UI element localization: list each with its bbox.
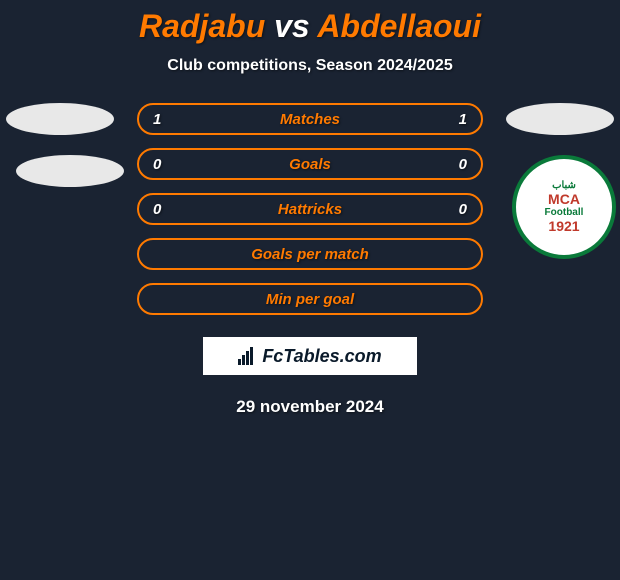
stat-rows: 1 Matches 1 0 Goals 0 0 Hattricks 0 Goal… <box>137 103 483 315</box>
crest-mca: MCA <box>548 191 580 207</box>
subtitle: Club competitions, Season 2024/2025 <box>0 57 620 75</box>
watermark-text: FcTables.com <box>262 346 381 367</box>
player-left-avatar-1 <box>6 103 114 135</box>
stat-row: Goals per match <box>137 238 483 270</box>
stat-label: Goals <box>139 156 481 173</box>
stat-right-value: 1 <box>453 111 467 128</box>
club-crest: شباب MCA Football 1921 <box>512 155 616 259</box>
player-left-avatar-2 <box>16 155 124 187</box>
stats-section: شباب MCA Football 1921 1 Matches 1 0 Goa… <box>0 103 620 417</box>
crest-top-text: شباب <box>552 180 576 191</box>
stat-row: 1 Matches 1 <box>137 103 483 135</box>
stat-left-value: 0 <box>153 201 167 218</box>
stat-label: Hattricks <box>139 201 481 218</box>
vs-label: vs <box>274 8 310 44</box>
title: Radjabu vs Abdellaoui <box>0 8 620 45</box>
crest-football: Football <box>545 207 584 218</box>
stat-right-value: 0 <box>453 156 467 173</box>
stat-label: Goals per match <box>139 246 481 263</box>
stat-row: 0 Goals 0 <box>137 148 483 180</box>
player-right-name: Abdellaoui <box>317 8 481 44</box>
stat-left-value: 0 <box>153 156 167 173</box>
stat-row: 0 Hattricks 0 <box>137 193 483 225</box>
watermark-bars-icon <box>238 347 258 365</box>
player-right-avatar-1 <box>506 103 614 135</box>
stat-left-value: 1 <box>153 111 167 128</box>
crest-year: 1921 <box>548 218 579 234</box>
watermark: FcTables.com <box>203 337 417 375</box>
stat-label: Matches <box>139 111 481 128</box>
player-left-name: Radjabu <box>139 8 265 44</box>
stat-right-value: 0 <box>453 201 467 218</box>
stat-label: Min per goal <box>139 291 481 308</box>
comparison-card: Radjabu vs Abdellaoui Club competitions,… <box>0 0 620 417</box>
stat-row: Min per goal <box>137 283 483 315</box>
date-label: 29 november 2024 <box>0 397 620 417</box>
